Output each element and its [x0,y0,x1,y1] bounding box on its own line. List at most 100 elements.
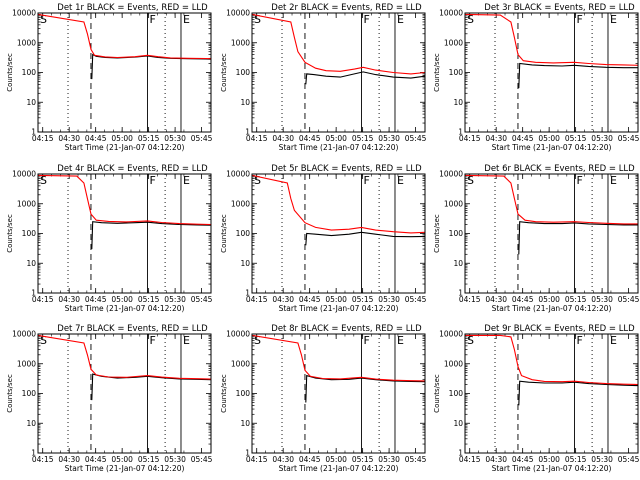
x-tick-label: 04:15 [32,295,54,304]
marker-label-e: E [610,334,617,347]
x-tick-label: 04:45 [512,455,534,464]
series-line-lld [38,334,211,380]
y-tick-label: 10000 [226,170,250,179]
x-tick-label: 05:00 [325,455,347,464]
y-tick-label: 1 [245,128,250,137]
chart-panel-7: Det 7r BLACK = Events, RED = LLD 1 10 100 10… [6,324,213,473]
marker-label-f: F [149,334,155,347]
x-tick-label: 05:45 [618,295,640,304]
y-axis-label: Counts/sec [220,214,228,253]
x-tick-label: 04:45 [85,295,107,304]
marker-label-e: E [183,334,190,347]
plot-frame [37,12,212,133]
series-line-events [518,380,638,406]
panel-title: Det 2r BLACK = Events, RED = LLD [271,3,422,13]
y-tick-label: 1 [458,128,463,137]
y-tick-label: 100 [236,389,251,398]
x-tick-label: 05:45 [405,455,427,464]
x-tick-label: 05:15 [352,134,374,143]
y-tick-label: 10 [26,98,36,107]
series-line-events [305,71,425,85]
marker-label-f: F [363,174,369,187]
marker-label-e: E [610,174,617,187]
y-axis-label: Counts/sec [6,214,14,253]
x-tick-label: 05:30 [164,295,186,304]
series-line-events [305,374,425,403]
x-tick-label: 05:15 [352,455,374,464]
plot-frame [37,333,212,454]
x-tick-label: 04:45 [512,134,534,143]
y-tick-label: 10 [453,259,463,268]
plot-frame [251,173,426,294]
marker-label-f: F [576,174,582,187]
x-axis-label: Start Time (21-Jan-07 04:12:20) [279,464,399,473]
y-axis-label: Counts/sec [433,374,441,413]
y-tick-label: 1000 [444,38,463,47]
y-tick-label: 1 [458,449,463,458]
x-axis-label: Start Time (21-Jan-07 04:12:20) [65,143,185,152]
y-tick-label: 100 [449,68,464,77]
x-tick-label: 04:30 [58,295,80,304]
y-tick-label: 10 [453,419,463,428]
x-tick-label: 04:45 [299,295,321,304]
y-tick-label: 10000 [439,9,463,18]
x-tick-label: 05:45 [618,134,640,143]
y-tick-label: 100 [236,229,251,238]
series-line-lld [252,174,425,234]
x-tick-label: 05:00 [111,455,133,464]
y-tick-label: 100 [236,68,251,77]
y-tick-label: 1 [458,289,463,298]
x-axis-label: Start Time (21-Jan-07 04:12:20) [492,143,612,152]
y-tick-label: 10000 [12,9,36,18]
series-line-lld [252,13,425,75]
x-tick-label: 04:15 [459,295,481,304]
plot-frame [251,333,426,454]
x-tick-label: 04:30 [272,295,294,304]
series-line-events [518,221,638,255]
x-tick-label: 05:30 [164,134,186,143]
y-tick-label: 1000 [231,38,250,47]
x-tick-label: 05:15 [138,455,160,464]
x-tick-label: 05:15 [352,295,374,304]
y-tick-label: 10 [26,419,36,428]
series-line-lld [465,174,638,225]
y-tick-label: 1000 [231,359,250,368]
marker-label-e: E [183,174,190,187]
y-tick-label: 10000 [12,170,36,179]
x-tick-label: 04:15 [246,295,268,304]
marker-label-f: F [149,13,155,26]
x-tick-label: 05:45 [618,455,640,464]
plot-frame [251,12,426,133]
panel-title: Det 7r BLACK = Events, RED = LLD [57,324,208,334]
series-line-lld [465,13,638,66]
marker-label-s: S [254,13,261,26]
x-tick-label: 04:30 [485,455,507,464]
panel-title: Det 3r BLACK = Events, RED = LLD [484,3,635,13]
series-line-lld [38,13,211,60]
marker-label-s: S [467,174,474,187]
chart-panel-6: Det 6r BLACK = Events, RED = LLD 1 10 100 10… [433,164,640,313]
y-tick-label: 1000 [17,359,36,368]
marker-label-s: S [40,174,47,187]
chart-panel-8: Det 8r BLACK = Events, RED = LLD 1 10 100 10… [220,324,427,473]
y-tick-label: 100 [22,229,37,238]
x-tick-label: 04:45 [512,295,534,304]
series-line-lld [38,174,211,226]
marker-label-e: E [397,13,404,26]
y-axis-label: Counts/sec [220,53,228,92]
x-axis-label: Start Time (21-Jan-07 04:12:20) [65,464,185,473]
y-axis-label: Counts/sec [433,214,441,253]
marker-label-s: S [467,334,474,347]
x-tick-label: 04:15 [32,455,54,464]
x-tick-label: 05:30 [378,455,400,464]
x-tick-label: 04:15 [246,134,268,143]
x-tick-label: 04:15 [459,134,481,143]
marker-label-e: E [610,13,617,26]
y-tick-label: 1 [245,289,250,298]
x-tick-label: 05:30 [591,295,613,304]
panel-title: Det 6r BLACK = Events, RED = LLD [484,164,635,174]
x-tick-label: 05:30 [591,455,613,464]
x-tick-label: 05:45 [405,134,427,143]
y-tick-label: 10000 [12,330,36,339]
x-axis-label: Start Time (21-Jan-07 04:12:20) [279,304,399,313]
